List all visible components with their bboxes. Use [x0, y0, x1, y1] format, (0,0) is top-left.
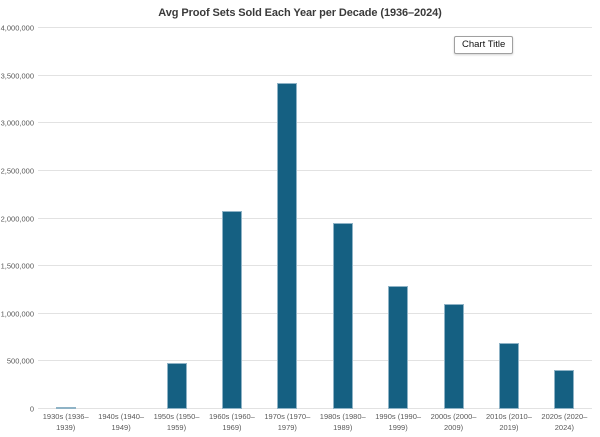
y-tick-label: 2,000,000: [0, 214, 34, 223]
x-tick-label: 1980s (1980–1989): [319, 412, 366, 432]
y-tick-label: 1,500,000: [0, 261, 34, 271]
y-tick-label: 4,000,000: [0, 23, 34, 33]
bar-slot: [260, 28, 315, 409]
gridline-2000000: [38, 217, 592, 219]
x-tick-label: 2020s (2020–2024): [541, 412, 588, 432]
bar-slot: [315, 28, 370, 409]
gridline-1500000: [38, 265, 592, 267]
y-tick-label: 500,000: [6, 356, 34, 366]
bar-2010s[interactable]: [498, 343, 519, 409]
chart-title: Avg Proof Sets Sold Each Year per Decade…: [158, 7, 442, 19]
gridline-0: [38, 408, 592, 409]
bar-2000s[interactable]: [443, 304, 464, 409]
gridline-2500000: [38, 169, 592, 171]
gridline-3000000: [38, 122, 592, 124]
y-axis-labels: 0 500,000 1,000,000 1,500,000 2,000,000 2,500…: [0, 24, 34, 414]
y-tick-label: 0: [29, 404, 34, 414]
x-tick-label: 2010s (2010–2019): [486, 412, 532, 432]
gridline-1000000: [38, 312, 592, 314]
bar-slot: [149, 28, 204, 409]
y-tick-label: 2,500,000: [0, 166, 34, 176]
bar-1970s[interactable]: [277, 83, 298, 409]
bar-slot: [38, 28, 93, 409]
y-tick-label: 3,000,000: [0, 118, 34, 128]
bars-container: [38, 28, 592, 409]
bar-slot: [370, 28, 425, 409]
x-tick-label: 1990s (1990–1999): [375, 412, 422, 432]
bar-slot: [426, 28, 481, 409]
bar-slot: [481, 28, 536, 409]
x-tick-label: 1970s (1970–1979): [264, 412, 311, 432]
bar-1960s[interactable]: [221, 210, 242, 409]
bar-slot: [537, 28, 592, 409]
bar-1980s[interactable]: [332, 223, 353, 409]
x-tick-label: 1960s (1960–1969): [208, 412, 255, 432]
bar-1990s[interactable]: [388, 286, 409, 409]
bar-1930s[interactable]: [55, 407, 76, 409]
y-tick-label: 1,000,000: [0, 309, 34, 319]
x-tick-label: 1950s (1950–1959): [153, 412, 200, 432]
plot-area: [38, 27, 592, 409]
bar-2020s[interactable]: [554, 369, 575, 409]
y-tick-label: 3,500,000: [0, 71, 34, 81]
x-axis-labels: 1930s (1936–1939) 1940s (1940–1949) 1950s …: [38, 412, 592, 433]
x-tick-label: 1940s (1940–1949): [98, 412, 145, 432]
chart-title-tooltip: Chart Title: [454, 36, 514, 54]
bar-slot: [93, 28, 148, 409]
gridline-4000000: [38, 27, 592, 28]
gridline-500000: [38, 360, 592, 362]
x-tick-label: 1930s (1936–1939): [42, 412, 89, 432]
bar-slot: [204, 28, 259, 409]
gridline-3500000: [38, 74, 592, 76]
bar-1950s[interactable]: [166, 363, 187, 409]
x-tick-label: 2000s (2000–2009): [430, 412, 477, 432]
